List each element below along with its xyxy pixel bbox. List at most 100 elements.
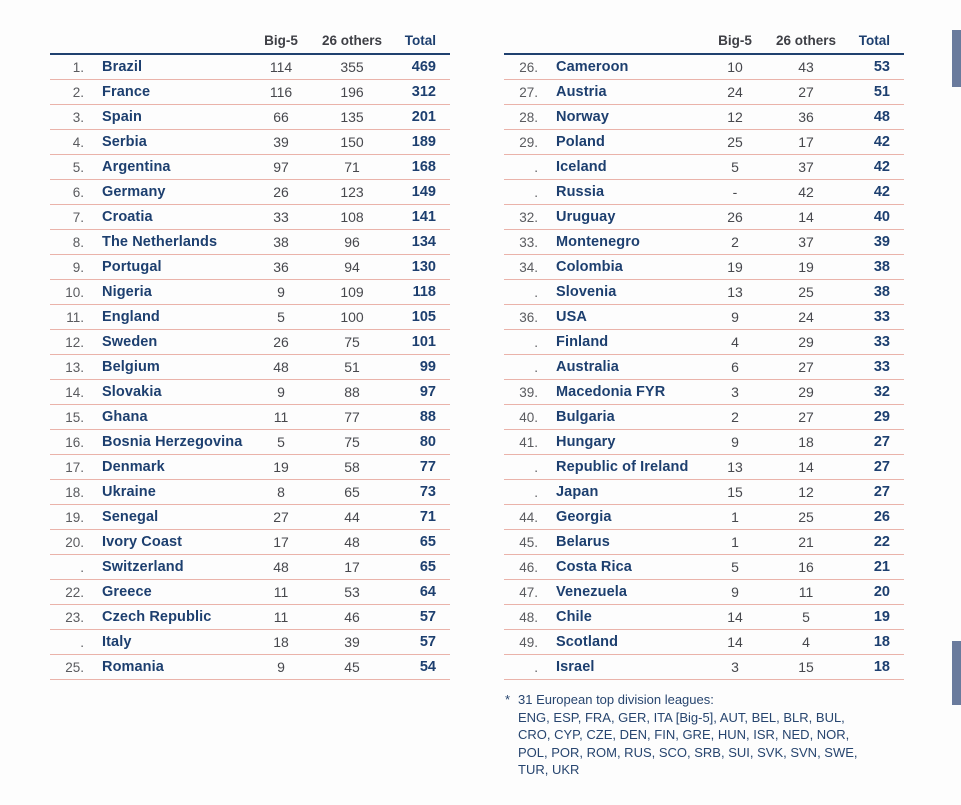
others-cell: 44 xyxy=(344,509,360,525)
big5-cell: 66 xyxy=(273,109,289,125)
rank-cell: 8. xyxy=(72,234,84,250)
rank-cell: . xyxy=(534,359,538,375)
country-cell: Serbia xyxy=(102,134,147,150)
table-row: 29. Poland 25 17 42 xyxy=(504,130,904,155)
others-cell: 12 xyxy=(798,484,814,500)
rank-cell: 39. xyxy=(519,384,538,400)
total-cell: 27 xyxy=(873,459,890,475)
country-cell: Costa Rica xyxy=(556,559,632,575)
table-row: . Japan 15 12 27 xyxy=(504,480,904,505)
header-big5: Big-5 xyxy=(718,33,752,48)
country-cell: Chile xyxy=(556,609,592,625)
big5-cell: - xyxy=(732,184,738,200)
total-cell: 18 xyxy=(873,634,890,650)
country-cell: Ukraine xyxy=(102,484,156,500)
others-cell: 4 xyxy=(802,634,810,650)
rank-cell: 49. xyxy=(519,634,538,650)
country-cell: Argentina xyxy=(102,159,171,175)
country-cell: Montenegro xyxy=(556,234,640,250)
country-cell: Belgium xyxy=(102,359,160,375)
total-cell: 42 xyxy=(873,184,890,200)
others-cell: 48 xyxy=(344,534,360,550)
country-cell: Senegal xyxy=(102,509,159,525)
country-cell: England xyxy=(102,309,160,325)
table-row: . Russia - 42 42 xyxy=(504,180,904,205)
ranking-table-left: Big-5 26 others Total 1. Brazil 114 355 469 2… xyxy=(50,33,450,680)
big5-cell: 18 xyxy=(273,634,289,650)
others-cell: 53 xyxy=(344,584,360,600)
rank-cell: 3. xyxy=(72,109,84,125)
big5-cell: 11 xyxy=(273,409,289,425)
big5-cell: 97 xyxy=(273,159,289,175)
table-row: 2. France 116 196 312 xyxy=(50,80,450,105)
country-cell: Australia xyxy=(556,359,619,375)
table-row: . Republic of Ireland 13 14 27 xyxy=(504,455,904,480)
country-cell: Ivory Coast xyxy=(102,534,183,550)
rank-cell: 14. xyxy=(65,384,84,400)
rank-cell: . xyxy=(534,334,538,350)
total-cell: 99 xyxy=(419,359,436,375)
table-row: 44. Georgia 1 25 26 xyxy=(504,505,904,530)
big5-cell: 114 xyxy=(269,59,293,75)
rank-cell: . xyxy=(534,184,538,200)
total-cell: 33 xyxy=(873,309,890,325)
big5-cell: 12 xyxy=(727,109,743,125)
rank-cell: 2. xyxy=(72,84,84,100)
rank-cell: 40. xyxy=(519,409,538,425)
rank-cell: 6. xyxy=(72,184,84,200)
table-row: 48. Chile 14 5 19 xyxy=(504,605,904,630)
total-cell: 51 xyxy=(873,84,890,100)
big5-cell: 6 xyxy=(731,359,739,375)
table-row: 22. Greece 11 53 64 xyxy=(50,580,450,605)
others-cell: 196 xyxy=(340,84,364,100)
total-cell: 42 xyxy=(873,159,890,175)
big5-cell: 33 xyxy=(273,209,289,225)
rank-cell: . xyxy=(534,284,538,300)
others-cell: 25 xyxy=(798,509,814,525)
others-cell: 46 xyxy=(344,609,360,625)
rank-cell: 13. xyxy=(65,359,84,375)
big5-cell: 48 xyxy=(273,559,289,575)
right-edge-mark-bottom xyxy=(952,641,961,705)
others-cell: 135 xyxy=(340,109,364,125)
total-cell: 168 xyxy=(411,159,436,175)
table-row: 47. Venezuela 9 11 20 xyxy=(504,580,904,605)
header-big5: Big-5 xyxy=(264,33,298,48)
table-row: 49. Scotland 14 4 18 xyxy=(504,630,904,655)
others-cell: 25 xyxy=(798,284,814,300)
total-cell: 149 xyxy=(411,184,436,200)
rank-cell: 16. xyxy=(65,434,84,450)
rank-cell: 7. xyxy=(72,209,84,225)
rank-cell: 44. xyxy=(519,509,538,525)
table-header-row: Big-5 26 others Total xyxy=(50,33,450,55)
country-cell: Sweden xyxy=(102,334,158,350)
table-row: 12. Sweden 26 75 101 xyxy=(50,330,450,355)
country-cell: Israel xyxy=(556,659,595,675)
total-cell: 134 xyxy=(411,234,436,250)
total-cell: 20 xyxy=(873,584,890,600)
country-cell: Portugal xyxy=(102,259,162,275)
footnote-line: ENG, ESP, FRA, GER, ITA [Big-5], AUT, BE… xyxy=(518,709,845,725)
table-row: 20. Ivory Coast 17 48 65 xyxy=(50,530,450,555)
country-cell: Germany xyxy=(102,184,166,200)
big5-cell: 15 xyxy=(727,484,743,500)
rank-cell: 12. xyxy=(65,334,84,350)
country-cell: Finland xyxy=(556,334,609,350)
total-cell: 80 xyxy=(419,434,436,450)
rank-cell: 47. xyxy=(519,584,538,600)
total-cell: 118 xyxy=(412,284,436,300)
total-cell: 48 xyxy=(873,109,890,125)
rank-cell: . xyxy=(80,634,84,650)
others-cell: 5 xyxy=(802,609,810,625)
country-cell: Bosnia Herzegovina xyxy=(102,434,243,450)
others-cell: 100 xyxy=(340,309,364,325)
rank-cell: 32. xyxy=(519,209,538,225)
total-cell: 189 xyxy=(411,134,436,150)
others-cell: 24 xyxy=(798,309,814,325)
big5-cell: 1 xyxy=(731,509,739,525)
rank-cell: 48. xyxy=(519,609,538,625)
total-cell: 26 xyxy=(873,509,890,525)
others-cell: 65 xyxy=(344,484,360,500)
big5-cell: 2 xyxy=(731,234,739,250)
big5-cell: 13 xyxy=(727,284,743,300)
